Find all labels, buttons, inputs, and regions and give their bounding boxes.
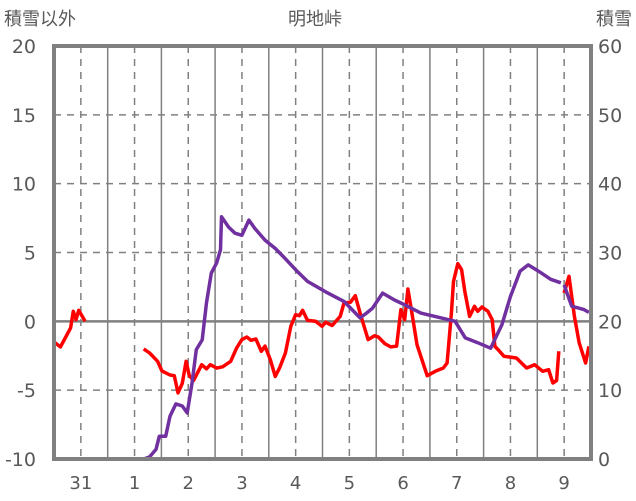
left-y-tick-label: 20 [12,36,36,58]
x-tick-label: 31 [69,473,92,494]
right-y-tick-label: 40 [598,174,622,196]
plot-frame [52,44,593,461]
grid-lines [54,46,591,459]
left-axis-title: 積雪以外 [4,9,76,30]
x-tick-label: 6 [397,473,408,494]
right-axis-title: 積雪 [596,9,632,30]
non-snow-series-line [562,274,591,365]
right-y-tick-label: 0 [598,449,610,471]
x-tick-label: 8 [505,473,516,494]
x-tick-label: 2 [183,473,194,494]
chart-title: 明地峠 [288,9,342,30]
right-y-tick-label: 50 [598,105,622,127]
left-y-tick-label: 10 [12,174,36,196]
right-y-tick-label: 10 [598,380,622,402]
right-y-tick-label: 30 [598,243,622,265]
x-tick-label: 3 [236,473,247,494]
snow-depth-series-line [562,284,590,314]
x-tick-label: 9 [558,473,569,494]
x-tick-label: 5 [344,473,355,494]
right-y-tick-label: 60 [598,36,622,58]
x-tick-label: 4 [290,473,301,494]
left-y-tick-label: -5 [17,380,36,402]
left-y-tick-label: 0 [24,311,36,333]
left-y-tick-label: 5 [24,243,36,265]
snow-depth-series-line [143,214,562,461]
non-snow-series-line [53,308,87,349]
x-tick-label: 1 [129,473,140,494]
left-y-tick-label: -10 [5,449,36,471]
tick-labels: 31 1 2 3 4 5 6 7 8 9 -10 -5 0 5 10 15 20 0 10 20 30 40 50 60 [5,36,622,494]
x-tick-label: 7 [451,473,462,494]
non-snow-series-line [142,261,561,395]
right-y-tick-label: 20 [598,311,622,333]
left-y-tick-label: 15 [12,105,36,127]
